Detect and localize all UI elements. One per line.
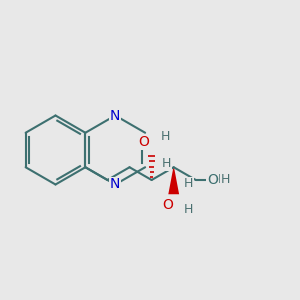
Text: H: H [162,157,171,170]
Text: N: N [110,109,120,122]
Text: O: O [207,173,218,187]
Text: O: O [139,136,150,149]
Text: O: O [162,198,173,212]
Text: O: O [207,173,218,187]
Text: H: H [184,177,194,190]
Text: H: H [218,173,227,186]
Text: N: N [110,178,120,191]
Polygon shape [168,167,179,194]
Text: H: H [221,172,230,186]
Text: H: H [183,203,193,216]
Text: H: H [160,130,170,143]
